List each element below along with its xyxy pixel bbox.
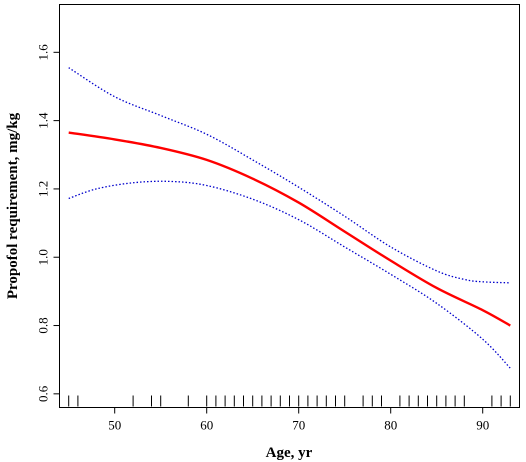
- x-tick-label: 70: [292, 418, 305, 433]
- rug-plot: [68, 395, 511, 407]
- lower-ci-line: [68, 180, 511, 369]
- series-lines: [68, 67, 511, 369]
- x-axis: 50 60 70 80 90: [108, 407, 489, 433]
- x-axis-title: Age, yr: [266, 445, 313, 461]
- y-tick-label: 0.8: [36, 317, 51, 333]
- upper-ci-line: [68, 67, 511, 284]
- y-axis-title: Propofol requirement, mg/kg: [5, 112, 21, 299]
- x-tick-label: 90: [476, 418, 489, 433]
- y-tick-label: 0.6: [36, 385, 51, 402]
- estimate-line: [68, 131, 511, 327]
- y-tick-label: 1.6: [36, 44, 51, 61]
- x-tick-label: 60: [200, 418, 213, 433]
- y-axis: 0.6 0.8 1.0 1.2 1.4 1.6: [36, 44, 60, 402]
- x-tick-label: 80: [384, 418, 397, 433]
- plot-frame: [59, 4, 520, 408]
- y-tick-label: 1.2: [36, 181, 51, 197]
- y-tick-label: 1.4: [36, 112, 51, 129]
- x-tick-label: 50: [108, 418, 121, 433]
- y-tick-label: 1.0: [36, 249, 51, 265]
